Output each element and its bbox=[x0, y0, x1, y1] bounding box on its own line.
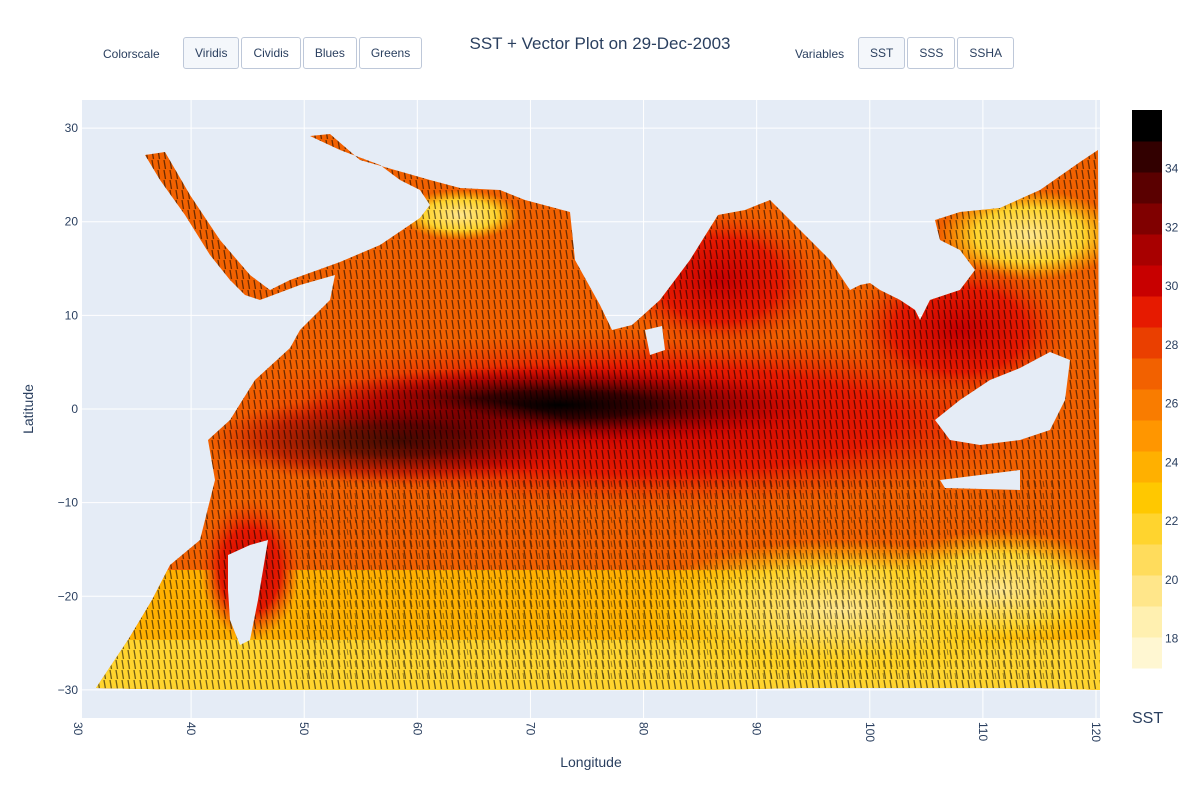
colorbar-tick-label: 34 bbox=[1165, 162, 1179, 176]
x-tick-label: 90 bbox=[750, 722, 764, 736]
colorbar-segment bbox=[1132, 234, 1162, 266]
y-tick-labels: 30 20 10 0 −10 −20 −30 bbox=[58, 121, 79, 697]
x-tick-label: 70 bbox=[523, 722, 537, 736]
colorbar-segment bbox=[1132, 110, 1162, 142]
colorbar-segment bbox=[1132, 203, 1162, 235]
y-tick-label: −30 bbox=[58, 683, 79, 697]
colorbar-tick-label: 20 bbox=[1165, 573, 1179, 587]
x-tick-label: 30 bbox=[71, 722, 85, 736]
y-tick-label: 30 bbox=[65, 121, 79, 135]
colorbar-segment bbox=[1132, 358, 1162, 390]
colorbar-segment bbox=[1132, 265, 1162, 297]
colorbar-segment bbox=[1132, 637, 1162, 669]
colorbar-tick-label: 28 bbox=[1165, 338, 1179, 352]
x-tick-label: 40 bbox=[184, 722, 198, 736]
x-tick-label: 50 bbox=[297, 722, 311, 736]
x-tick-labels: 30 40 50 60 70 80 90 100 110 120 bbox=[71, 722, 1103, 742]
y-tick-label: 0 bbox=[71, 402, 78, 416]
colorbar-tick-label: 24 bbox=[1165, 455, 1179, 469]
colorbar-segment bbox=[1132, 544, 1162, 576]
colorbar-tick-labels: 34 32 30 28 26 24 22 20 18 bbox=[1165, 162, 1179, 646]
colorbar-title: SST bbox=[1132, 710, 1163, 727]
colorbar-segment bbox=[1132, 482, 1162, 514]
y-tick-label: 10 bbox=[65, 308, 79, 322]
x-tick-label: 80 bbox=[637, 722, 651, 736]
x-tick-label: 100 bbox=[863, 722, 877, 742]
colorbar-tick-label: 30 bbox=[1165, 279, 1179, 293]
y-axis-title: Latitude bbox=[20, 384, 36, 434]
colorbar-segment bbox=[1132, 451, 1162, 483]
colorbar-segment bbox=[1132, 389, 1162, 421]
colorbar-tick-label: 26 bbox=[1165, 397, 1179, 411]
x-axis-title: Longitude bbox=[560, 754, 622, 770]
colorbar-segment bbox=[1132, 327, 1162, 359]
y-tick-label: −10 bbox=[58, 496, 79, 510]
colorbar-tick-label: 22 bbox=[1165, 514, 1179, 528]
colorbar-segment bbox=[1132, 606, 1162, 638]
colorbar-segment bbox=[1132, 296, 1162, 328]
x-tick-label: 60 bbox=[410, 722, 424, 736]
colorbar-tick-label: 32 bbox=[1165, 220, 1179, 234]
colorbar-segment bbox=[1132, 513, 1162, 545]
x-tick-label: 110 bbox=[976, 722, 990, 741]
x-tick-label: 120 bbox=[1089, 722, 1103, 742]
colorbar bbox=[1132, 110, 1162, 669]
y-tick-label: 20 bbox=[65, 215, 79, 229]
colorbar-tick-label: 18 bbox=[1165, 632, 1179, 646]
y-tick-label: −20 bbox=[58, 589, 79, 603]
colorbar-segment bbox=[1132, 172, 1162, 204]
colorbar-segment bbox=[1132, 141, 1162, 173]
colorbar-segment bbox=[1132, 420, 1162, 452]
colorbar-segment bbox=[1132, 575, 1162, 607]
